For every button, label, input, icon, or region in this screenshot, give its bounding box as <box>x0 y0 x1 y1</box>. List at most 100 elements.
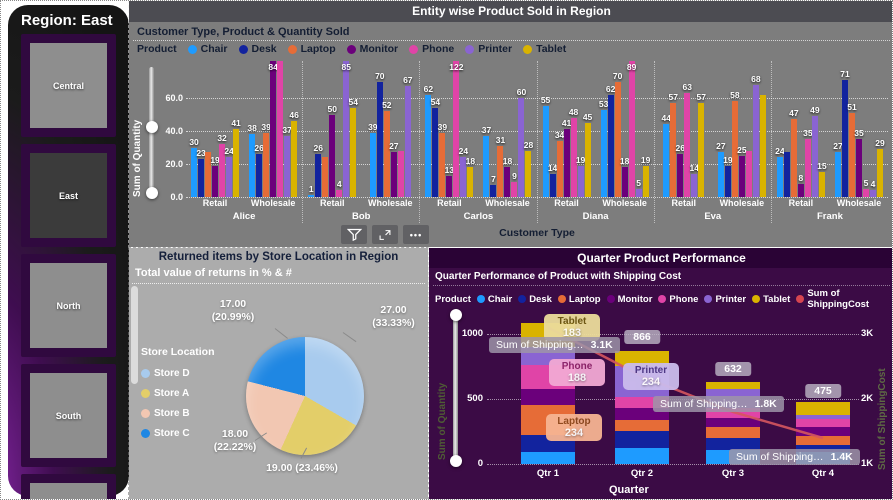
chair-bar[interactable]: 62 <box>424 84 433 197</box>
legend-item-tablet[interactable]: Tablet <box>523 43 566 55</box>
chair-bar[interactable]: 27 <box>833 141 843 197</box>
desk-bar[interactable]: 62 <box>606 84 615 197</box>
tablet-bar[interactable]: 28 <box>524 140 533 197</box>
chair-bar[interactable]: 27 <box>716 141 726 197</box>
y-axis-range-slider[interactable] <box>145 67 158 199</box>
chair-bar[interactable]: 30 <box>189 137 199 197</box>
monitor-bar[interactable]: 18 <box>503 156 512 197</box>
laptop-bar[interactable]: 52 <box>382 100 392 197</box>
phone-bar[interactable]: 89 <box>627 61 636 197</box>
phone-bar[interactable] <box>745 150 752 197</box>
monitor-bar[interactable]: 26 <box>676 143 685 197</box>
slicer-button-east[interactable]: East <box>21 144 116 247</box>
chair-bar[interactable]: 39 <box>368 122 378 197</box>
printer-bar[interactable]: 24 <box>224 146 234 197</box>
laptop-bar[interactable] <box>322 157 329 197</box>
legend-item-printer[interactable]: Printer <box>704 294 746 305</box>
printer-bar[interactable]: 5 <box>635 178 642 197</box>
legend-item-monitor[interactable]: Monitor <box>346 43 398 55</box>
phone-bar[interactable]: 4 <box>336 179 343 197</box>
laptop-bar[interactable]: 39 <box>438 122 447 197</box>
printer-bar[interactable]: 14 <box>690 163 699 197</box>
legend-item-chair[interactable]: Chair <box>187 43 228 55</box>
legend-item-laptop[interactable]: Laptop <box>557 294 601 305</box>
printer-bar[interactable]: 60 <box>517 87 526 197</box>
legend-item-monitor[interactable]: Monitor <box>606 294 652 305</box>
tablet-bar[interactable]: 57 <box>697 92 706 197</box>
tablet-bar[interactable]: 15 <box>817 161 827 197</box>
chair-bar[interactable]: 24 <box>775 146 785 197</box>
tablet-bar[interactable]: 18 <box>466 156 475 197</box>
desk-bar[interactable]: 14 <box>548 163 557 197</box>
monitor-bar[interactable]: 19 <box>210 155 220 197</box>
more-options-icon[interactable]: ••• <box>403 225 429 244</box>
desk-bar[interactable]: 7 <box>490 174 497 197</box>
tablet-bar[interactable]: 46 <box>289 110 299 197</box>
tablet-bar[interactable]: 29 <box>875 138 885 197</box>
laptop-bar[interactable] <box>205 152 212 197</box>
chair-bar[interactable]: 55 <box>541 95 550 197</box>
slider-upper-knob[interactable] <box>145 121 158 133</box>
tablet-bar[interactable]: 19 <box>641 155 650 197</box>
tablet-bar[interactable]: 45 <box>583 112 592 197</box>
desk-bar[interactable]: 54 <box>431 97 440 197</box>
slider-lower-knob[interactable] <box>145 187 158 199</box>
printer-bar[interactable]: 24 <box>459 146 468 197</box>
pie[interactable] <box>246 337 364 455</box>
monitor-bar[interactable]: 27 <box>389 141 399 197</box>
tablet-bar[interactable]: 54 <box>348 97 358 197</box>
desk-bar[interactable]: 70 <box>375 71 385 197</box>
legend-item-phone[interactable]: Phone <box>658 294 698 305</box>
slider-lower-knob[interactable] <box>449 455 462 467</box>
phone-bar[interactable]: 35 <box>803 128 813 197</box>
focus-mode-icon[interactable] <box>372 225 398 244</box>
laptop-bar[interactable]: 57 <box>669 92 678 197</box>
legend-item-sum-of-shippingcost[interactable]: Sum of ShippingCost <box>796 288 892 310</box>
monitor-bar[interactable]: 8 <box>797 173 804 197</box>
slicer-button-west[interactable]: West <box>21 474 116 499</box>
legend-item-desk[interactable]: Desk <box>518 294 552 305</box>
legend-item-laptop[interactable]: Laptop <box>287 43 336 55</box>
slicer-button-north[interactable]: North <box>21 254 116 357</box>
printer-bar[interactable]: 4 <box>870 179 876 197</box>
phone-bar[interactable]: 48 <box>569 107 578 197</box>
printer-bar[interactable]: 67 <box>403 75 413 197</box>
y-axis-range-slider[interactable] <box>449 309 462 467</box>
laptop-bar[interactable]: 39 <box>261 122 271 197</box>
laptop-bar[interactable]: 31 <box>496 135 505 197</box>
slicer-button-central[interactable]: Central <box>21 34 116 137</box>
laptop-bar[interactable]: 51 <box>847 102 857 197</box>
laptop-bar[interactable]: 58 <box>730 90 740 197</box>
legend-item-phone[interactable]: Phone <box>409 43 454 55</box>
legend-item-store-c[interactable]: Store C <box>141 428 190 439</box>
legend-item-tablet[interactable]: Tablet <box>752 294 790 305</box>
slicer-button-south[interactable]: South <box>21 364 116 467</box>
monitor-bar[interactable]: 25 <box>737 145 747 197</box>
phone-bar[interactable] <box>397 150 404 197</box>
desk-bar[interactable]: 23 <box>196 148 206 197</box>
legend-item-desk[interactable]: Desk <box>238 43 277 55</box>
monitor-bar[interactable]: 18 <box>620 156 629 197</box>
legend-item-printer[interactable]: Printer <box>465 43 512 55</box>
monitor-bar[interactable]: 35 <box>854 128 864 197</box>
monitor-bar[interactable]: 50 <box>327 104 337 197</box>
chair-bar[interactable]: 1 <box>308 184 315 197</box>
slider-upper-knob[interactable] <box>449 309 462 321</box>
phone-bar[interactable]: 32 <box>217 133 227 197</box>
legend-item-store-b[interactable]: Store B <box>141 408 190 419</box>
desk-bar[interactable]: 26 <box>254 143 264 197</box>
desk-bar[interactable]: 71 <box>840 69 850 197</box>
printer-bar[interactable]: 19 <box>576 155 585 197</box>
laptop-bar[interactable]: 34 <box>555 130 564 197</box>
printer-bar[interactable]: 68 <box>751 74 761 197</box>
chair-bar[interactable]: 38 <box>247 123 257 197</box>
tablet-bar[interactable] <box>759 94 766 197</box>
filter-icon[interactable] <box>341 225 367 244</box>
phone-bar[interactable]: 9 <box>511 171 518 197</box>
printer-bar[interactable]: 49 <box>810 105 820 197</box>
chair-bar[interactable]: 53 <box>599 99 608 197</box>
legend-item-chair[interactable]: Chair <box>476 294 512 305</box>
phone-bar[interactable]: 63 <box>683 82 692 197</box>
chair-bar[interactable]: 37 <box>482 125 491 197</box>
tablet-bar[interactable]: 41 <box>231 118 241 197</box>
